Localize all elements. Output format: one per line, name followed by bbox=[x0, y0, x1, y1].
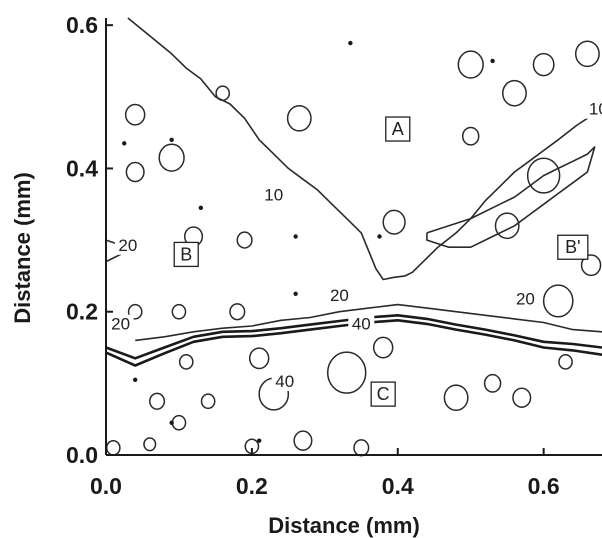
contour-island bbox=[149, 392, 166, 410]
region-box bbox=[173, 241, 199, 268]
contour-island bbox=[574, 40, 600, 68]
contour-island bbox=[286, 104, 312, 132]
label-layer: 1010202020204040ABB'C bbox=[107, 99, 602, 407]
y-tick-label: 0.4 bbox=[66, 155, 98, 181]
contour-island bbox=[494, 212, 520, 240]
blob-layer bbox=[105, 40, 602, 457]
contour-island bbox=[326, 351, 367, 394]
contour-island bbox=[532, 52, 555, 77]
contour-label-bg bbox=[326, 285, 353, 305]
contour-island bbox=[526, 157, 561, 194]
contour-dot bbox=[293, 291, 298, 297]
contour-island bbox=[502, 79, 527, 107]
contour-island bbox=[236, 231, 253, 249]
contour-dot bbox=[169, 420, 174, 425]
contour-island bbox=[483, 373, 502, 393]
y-tick-label: 0.2 bbox=[66, 299, 98, 325]
contour-island bbox=[124, 103, 146, 126]
contour-island bbox=[580, 254, 602, 277]
x-tick-label: 0.2 bbox=[236, 473, 268, 499]
contour-label-bg bbox=[585, 99, 602, 119]
x-axis-title: Distance (mm) bbox=[268, 513, 420, 538]
contour-level-label: 20 bbox=[111, 315, 130, 334]
contour-island bbox=[558, 354, 573, 370]
contour-level-label: 40 bbox=[275, 372, 294, 391]
contour-island bbox=[457, 50, 484, 79]
contour-dot bbox=[490, 58, 495, 64]
contour-label-bg bbox=[107, 314, 134, 334]
contour-level-label: 20 bbox=[118, 236, 137, 255]
contour-level-label: 20 bbox=[516, 290, 535, 309]
contour-island bbox=[127, 303, 143, 320]
contour-island bbox=[125, 161, 145, 183]
contour-dot bbox=[348, 40, 353, 46]
contour-island bbox=[382, 209, 406, 235]
y-axis-title: Distance (mm) bbox=[10, 172, 35, 324]
contour-level-label: 10 bbox=[264, 186, 283, 205]
contour-island bbox=[178, 354, 194, 370]
contour-island bbox=[512, 387, 532, 408]
contour-island bbox=[542, 284, 574, 318]
x-tick-label: 0.4 bbox=[382, 473, 414, 499]
contour-dot bbox=[377, 234, 382, 239]
axis-layer: 0.0 0.2 0.4 0.6 0.0 0.2 0.4 0.6 bbox=[66, 12, 560, 499]
contour-level-label: 40 bbox=[352, 315, 371, 334]
contour-label-bg bbox=[271, 371, 298, 391]
contour-level-label: 20 bbox=[330, 286, 349, 305]
region-label: B bbox=[180, 244, 192, 264]
contour-label-bg bbox=[348, 314, 375, 334]
x-tick-label: 0.6 bbox=[528, 473, 560, 499]
region-label: B' bbox=[565, 237, 580, 257]
region-label: A bbox=[392, 119, 404, 139]
contour-island bbox=[229, 303, 246, 321]
y-tick-label: 0.0 bbox=[66, 442, 98, 468]
contour-dot bbox=[198, 205, 204, 211]
contour-line-10 bbox=[127, 17, 602, 281]
contour-line-20 bbox=[135, 303, 602, 342]
contour-label-bg bbox=[512, 289, 539, 309]
contour-island bbox=[372, 336, 394, 359]
contour-dot bbox=[256, 438, 262, 443]
contour-dot bbox=[169, 137, 174, 142]
contour-island bbox=[293, 430, 313, 451]
contour-island bbox=[215, 85, 231, 102]
contour-dot bbox=[293, 234, 298, 239]
contour-label-bg bbox=[260, 185, 287, 205]
region-box bbox=[557, 234, 589, 260]
contour-island bbox=[158, 143, 185, 172]
contour-island bbox=[443, 384, 469, 412]
contour-island bbox=[200, 393, 216, 410]
contour-island bbox=[143, 437, 157, 452]
contour-island bbox=[248, 347, 270, 370]
contour-dot bbox=[132, 377, 138, 382]
plot-background bbox=[106, 18, 602, 455]
region-label: C bbox=[377, 384, 390, 404]
x-tick-label: 0.0 bbox=[90, 473, 122, 499]
contour-line-20 bbox=[426, 146, 596, 248]
contour-island bbox=[461, 126, 480, 146]
region-box bbox=[370, 381, 396, 407]
y-tick-label: 0.6 bbox=[66, 12, 98, 38]
region-box bbox=[385, 116, 411, 142]
contour-dot bbox=[122, 141, 127, 146]
contour-island bbox=[171, 303, 187, 320]
contour-level-label: 10 bbox=[589, 100, 602, 119]
contour-label-bg bbox=[114, 235, 141, 255]
